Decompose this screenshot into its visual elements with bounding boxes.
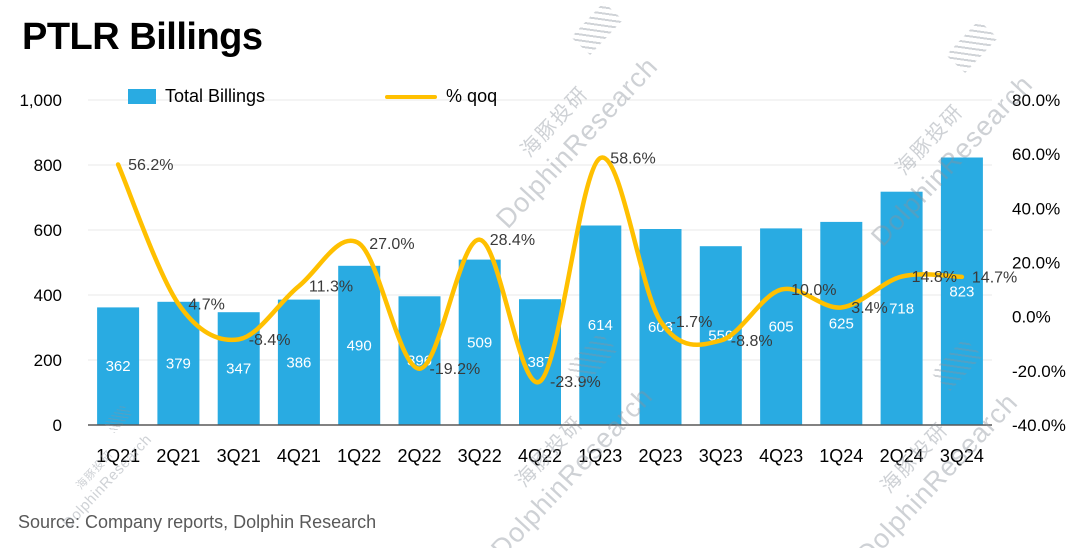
bar — [458, 259, 501, 425]
bar — [760, 228, 803, 425]
legend-label-total-billings: Total Billings — [165, 86, 266, 106]
source-caption: Source: Company reports, Dolphin Researc… — [18, 512, 377, 532]
bar-value-label: 509 — [467, 334, 492, 351]
bar — [97, 307, 140, 425]
bar-value-label: 386 — [286, 354, 311, 371]
right-axis-tick-label: 20.0% — [1012, 254, 1060, 273]
left-axis-tick-label: 400 — [34, 286, 62, 305]
qoq-point-label: 11.3% — [309, 279, 353, 296]
bar — [699, 246, 742, 425]
bar-value-label: 614 — [588, 317, 613, 334]
legend-bar-swatch-icon — [128, 89, 156, 104]
left-axis-tick-label: 600 — [34, 221, 62, 240]
legend-item-qoq: % qoq — [385, 86, 497, 107]
qoq-point-label: -23.9% — [550, 374, 601, 391]
qoq-point-label: 58.6% — [610, 151, 655, 168]
x-category-label: 3Q21 — [217, 446, 261, 466]
right-axis-tick-label: 0.0% — [1012, 308, 1051, 327]
x-category-label: 2Q23 — [638, 446, 682, 466]
qoq-point-label: 4.7% — [188, 296, 224, 313]
bar — [398, 296, 441, 425]
x-category-label: 1Q21 — [96, 446, 140, 466]
x-category-label: 3Q24 — [940, 446, 984, 466]
qoq-point-label: 56.2% — [128, 157, 173, 174]
bar — [820, 221, 863, 425]
bar — [940, 157, 983, 425]
x-category-label: 2Q24 — [880, 446, 924, 466]
left-axis-tick-label: 1,000 — [19, 91, 62, 110]
left-axis-tick-label: 0 — [53, 416, 62, 435]
x-category-label: 2Q22 — [397, 446, 441, 466]
x-category-label: 4Q23 — [759, 446, 803, 466]
x-category-label: 1Q22 — [337, 446, 381, 466]
bar — [338, 265, 381, 426]
x-category-label: 1Q23 — [578, 446, 622, 466]
bar — [277, 299, 320, 426]
chart-title: PTLR Billings — [22, 16, 263, 58]
qoq-point-label: 27.0% — [369, 236, 414, 253]
right-axis-tick-label: 40.0% — [1012, 199, 1060, 218]
qoq-point-label: 14.8% — [912, 269, 957, 286]
legend-line-swatch-icon — [385, 94, 438, 99]
bar-value-label: 823 — [949, 283, 974, 300]
right-axis-tick-label: -40.0% — [1012, 416, 1066, 435]
x-category-label: 3Q22 — [458, 446, 502, 466]
qoq-point-label: -19.2% — [430, 361, 481, 378]
legend: Total Billings % qoq — [128, 86, 497, 107]
bar-value-label: 379 — [166, 355, 191, 372]
right-axis-tick-label: 60.0% — [1012, 145, 1060, 164]
bar — [639, 229, 682, 425]
x-category-label: 3Q23 — [699, 446, 743, 466]
x-category-label: 4Q21 — [277, 446, 321, 466]
x-category-label: 1Q24 — [819, 446, 863, 466]
bar-value-label: 347 — [226, 361, 251, 378]
bar — [579, 225, 622, 425]
bar-value-label: 490 — [347, 337, 372, 354]
qoq-point-label: 14.7% — [972, 269, 1017, 286]
x-category-label: 2Q21 — [156, 446, 200, 466]
legend-label-qoq: % qoq — [446, 86, 498, 106]
bar — [880, 191, 923, 426]
qoq-point-label: -8.8% — [731, 333, 773, 350]
qoq-point-label: 3.4% — [851, 300, 887, 317]
right-axis-tick-label: -20.0% — [1012, 362, 1066, 381]
bar-value-label: 625 — [829, 315, 854, 332]
qoq-point-label: 28.4% — [490, 232, 535, 249]
qoq-point-label: -8.4% — [249, 332, 291, 349]
bar-value-label: 718 — [889, 300, 914, 317]
left-axis-tick-label: 200 — [34, 351, 62, 370]
qoq-point-label: -1.7% — [671, 314, 713, 331]
legend-item-total-billings: Total Billings — [128, 86, 265, 107]
x-category-label: 4Q22 — [518, 446, 562, 466]
qoq-line — [115, 155, 965, 385]
bar-value-label: 362 — [106, 358, 131, 375]
right-axis-tick-label: 80.0% — [1012, 91, 1060, 110]
bar-value-label: 605 — [769, 319, 794, 336]
qoq-point-label: 10.0% — [791, 282, 836, 299]
left-axis-tick-label: 800 — [34, 156, 62, 175]
